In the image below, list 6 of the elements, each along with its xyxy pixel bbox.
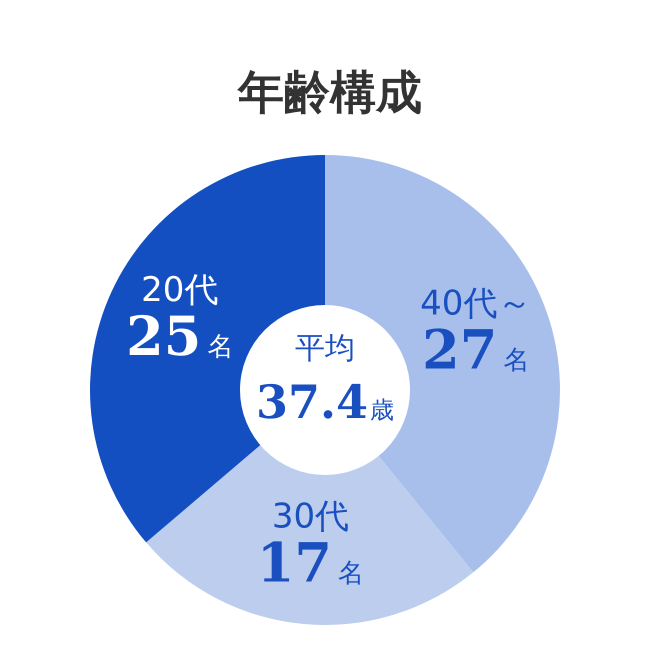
chart-title: 年齢構成 xyxy=(236,65,422,119)
slice-label: 30代 xyxy=(272,496,350,536)
text: 37.4歳 xyxy=(256,375,394,429)
text: 平均 xyxy=(295,331,355,366)
slice-label: 40代～ xyxy=(420,283,532,324)
slice-label: 20代 xyxy=(141,270,218,310)
